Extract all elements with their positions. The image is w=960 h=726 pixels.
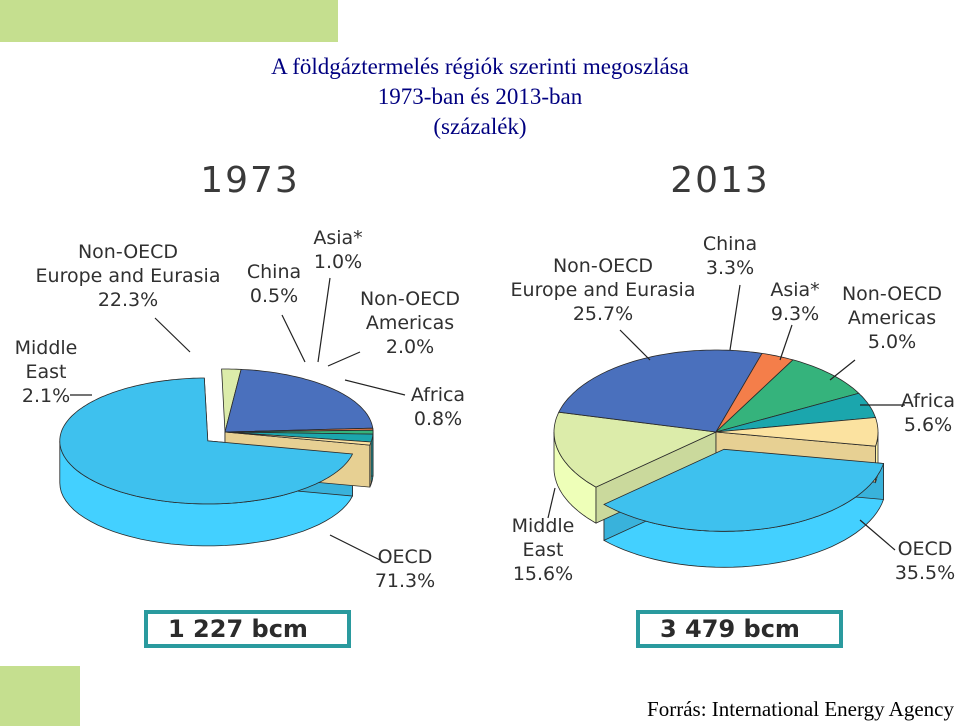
pie-slice-non-oecd-europe-and-eurasia-2013 (558, 349, 763, 433)
top-accent-bar (0, 0, 338, 42)
pie-2013: 2013 OECD 35.5% Middle East 15.6% Non-OECD Euro… (511, 160, 956, 585)
pie-slice-africa-2013 (715, 417, 879, 447)
title-line-1: A földgáztermelés régiók szerinti megosz… (271, 54, 689, 79)
slice-label-china-2013: China 3.3% (703, 233, 757, 279)
slice-label-oecd-2013: OECD 35.5% (895, 538, 955, 584)
total-2013-box: 3 479 bcm (636, 610, 843, 648)
slice-label-oecd-1973: OECD 71.3% (375, 546, 435, 592)
leader-line-china-1973 (281, 314, 306, 363)
pie-slice-oecd-1973 (59, 377, 354, 505)
pie-slice-non-oecd-europe-and-eurasia-1973 (224, 368, 374, 433)
pie-slice-oecd-2013 (603, 448, 885, 532)
leader-line-asia-2013 (779, 324, 793, 361)
slice-label-africa-1973: Africa 0.8% (411, 384, 465, 430)
slice-label-non-oecd-europe-and-eurasia-2013: Non-OECD Europe and Eurasia 25.7% (511, 255, 696, 325)
leader-line-non-oecd-europe-and-eurasia-1973 (154, 317, 191, 353)
leader-line-middle-east-2013 (547, 487, 556, 519)
leader-line-non-oecd-americas-1973 (327, 351, 361, 367)
pie-slice-middle-east-2013 (553, 411, 718, 488)
title-line-3: (százalék) (433, 114, 527, 139)
year-label-2013: 2013 (670, 160, 770, 201)
leader-line-africa-1973 (344, 379, 406, 396)
slice-label-non-oecd-americas-1973: Non-OECD Americas 2.0% (360, 288, 460, 358)
slice-label-africa-2013: Africa 5.6% (901, 390, 955, 436)
pie-1973: 1973 OECD 71.3% Middle East 2.1% Non-OECD Europ… (15, 160, 465, 592)
title-line-2: 1973-ban és 2013-ban (377, 84, 583, 109)
pie-slice-africa-1973 (224, 431, 372, 446)
leader-line-non-oecd-europe-and-eurasia-2013 (619, 329, 651, 361)
slide-title: A földgáztermelés régiók szerinti megosz… (0, 52, 960, 142)
leader-line-oecd-2013 (859, 519, 896, 551)
slice-label-non-oecd-europe-and-eurasia-1973: Non-OECD Europe and Eurasia 22.3% (36, 241, 221, 311)
bottom-accent-block (0, 666, 80, 726)
slice-label-asia-2013: Asia* 9.3% (770, 279, 819, 325)
leader-line-oecd-1973 (329, 534, 381, 561)
source-note: Forrás: International Energy Agency (647, 697, 954, 721)
leader-line-asia-1973 (317, 277, 331, 363)
total-1973-box: 1 227 bcm (144, 610, 351, 648)
slice-label-asia-1973: Asia* 1.0% (313, 227, 362, 273)
pie-slice-china-2013 (715, 352, 794, 433)
slice-label-middle-east-1973: Middle East 2.1% (15, 337, 78, 407)
slice-label-non-oecd-americas-2013: Non-OECD Americas 5.0% (842, 283, 942, 353)
leader-line-china-2013 (729, 284, 741, 351)
slice-label-middle-east-2013: Middle East 15.6% (512, 515, 575, 585)
year-label-1973: 1973 (200, 160, 300, 201)
pie-slice-middle-east-1973 (221, 368, 242, 433)
leader-line-non-oecd-americas-2013 (829, 359, 856, 381)
pie-slice-asia-2013 (715, 359, 860, 433)
slice-label-china-1973: China 0.5% (247, 261, 301, 307)
